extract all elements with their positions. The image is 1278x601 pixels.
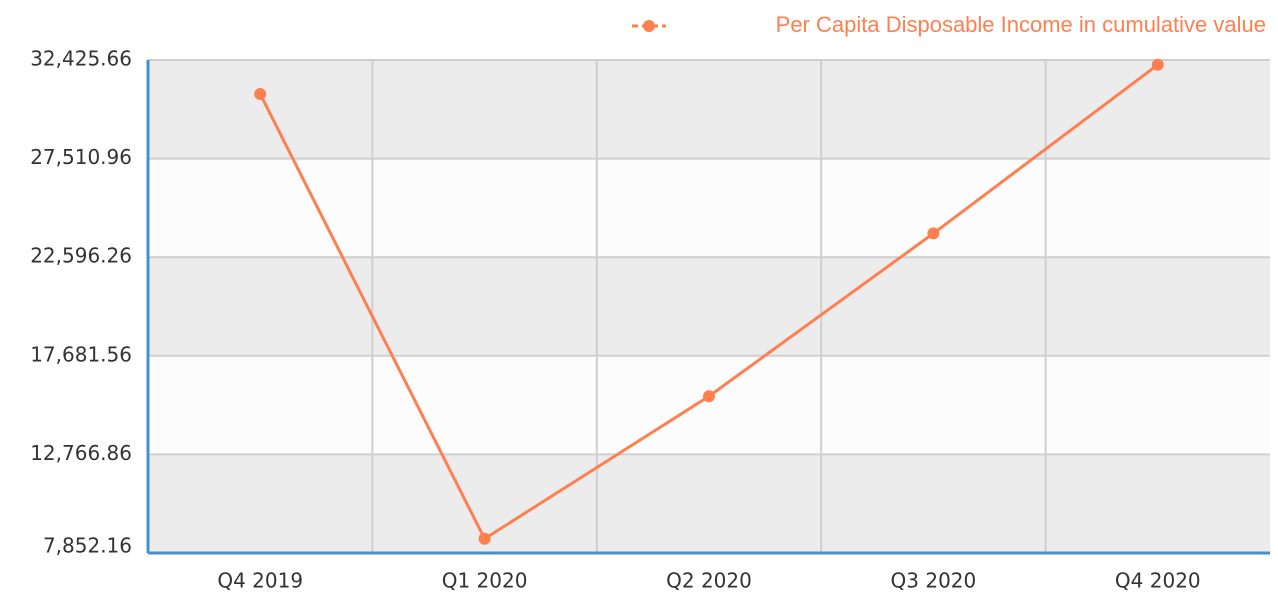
grid-band <box>148 257 1270 356</box>
y-tick-label: 22,596.26 <box>30 244 132 268</box>
x-tick-label: Q2 2020 <box>666 569 752 593</box>
y-tick-label: 17,681.56 <box>30 342 132 366</box>
data-point <box>1151 58 1164 71</box>
grid-band <box>148 60 1270 159</box>
legend-label: Per Capita Disposable Income in cumulati… <box>776 12 1266 37</box>
data-point <box>254 87 267 100</box>
data-point <box>703 390 715 403</box>
data-point <box>927 227 940 240</box>
grid-band <box>148 454 1270 553</box>
y-tick-label: 12,766.86 <box>30 441 132 465</box>
y-tick-label: 32,425.66 <box>30 47 132 71</box>
x-tick-label: Q4 2019 <box>217 569 303 593</box>
y-tick-label: 7,852.16 <box>43 534 132 558</box>
data-point <box>478 532 491 545</box>
x-tick-label: Q3 2020 <box>891 569 977 593</box>
legend-marker <box>643 20 655 32</box>
x-tick-label: Q1 2020 <box>442 569 528 593</box>
x-tick-label: Q4 2020 <box>1115 569 1201 593</box>
grid-band <box>148 355 1270 455</box>
y-tick-label: 27,510.96 <box>30 145 132 169</box>
